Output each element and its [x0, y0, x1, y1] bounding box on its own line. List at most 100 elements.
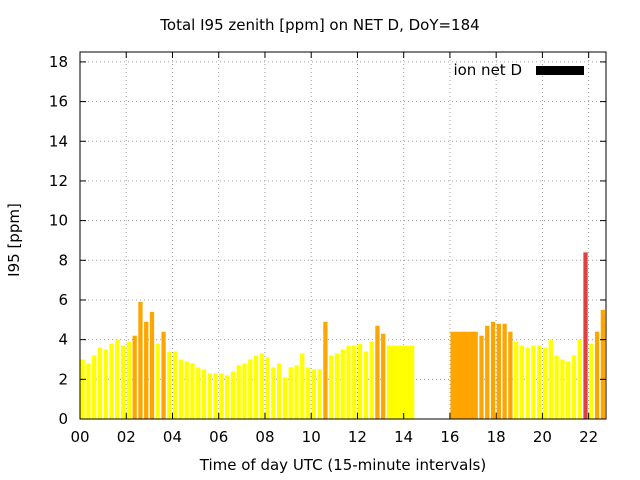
- x-tick-label: 14: [394, 428, 413, 446]
- bar: [277, 363, 282, 419]
- bar: [282, 377, 288, 419]
- bar: [259, 353, 264, 419]
- bar: [317, 369, 322, 419]
- x-tick-label: 00: [70, 428, 89, 446]
- bar: [288, 367, 293, 419]
- y-tick-label: 18: [49, 53, 68, 71]
- bar: [369, 341, 374, 419]
- bar: [305, 367, 311, 419]
- bar: [381, 333, 386, 419]
- bar: [485, 325, 490, 419]
- bar: [294, 365, 299, 419]
- x-tick-label: 12: [348, 428, 367, 446]
- bar: [167, 351, 172, 419]
- bar: [213, 373, 218, 419]
- bar: [589, 343, 594, 419]
- bar: [271, 367, 276, 419]
- bar: [138, 301, 143, 419]
- y-tick-label: 6: [58, 291, 68, 309]
- bar: [230, 371, 236, 419]
- y-tick-label: 8: [58, 251, 68, 269]
- x-tick-label: 08: [255, 428, 274, 446]
- bar: [329, 355, 334, 419]
- bar: [340, 349, 345, 419]
- bar: [577, 339, 582, 419]
- bar: [311, 369, 316, 419]
- bar: [375, 325, 380, 419]
- bar: [525, 347, 530, 419]
- bar: [346, 345, 351, 419]
- bar: [502, 323, 507, 419]
- bar: [571, 355, 577, 419]
- y-tick-label: 12: [49, 172, 68, 190]
- x-tick-label: 22: [579, 428, 598, 446]
- x-tick-label: 04: [163, 428, 182, 446]
- bar: [80, 359, 85, 419]
- bar: [248, 359, 253, 419]
- chart-title: Total I95 zenith [ppm] on NET D, DoY=184: [160, 16, 480, 34]
- y-tick-label: 4: [58, 331, 68, 349]
- bar: [253, 355, 259, 419]
- bar: [300, 353, 305, 419]
- bar: [225, 375, 230, 419]
- y-tick-label: 14: [49, 132, 68, 150]
- bar: [519, 345, 525, 419]
- plot-border: [79, 51, 607, 420]
- bar: [554, 355, 559, 419]
- bar: [132, 335, 137, 419]
- bar: [97, 347, 103, 419]
- y-tick-label: 10: [49, 212, 68, 230]
- bar: [109, 343, 114, 419]
- legend-label: ion net D: [453, 61, 522, 79]
- bar: [479, 335, 484, 419]
- y-tick-label: 2: [58, 370, 68, 388]
- bar: [196, 367, 201, 419]
- bar: [172, 351, 178, 419]
- bar: [161, 331, 166, 419]
- bar: [508, 331, 513, 419]
- bar: [236, 365, 241, 419]
- bar: [531, 345, 536, 419]
- bar: [594, 331, 600, 419]
- bar: [92, 355, 97, 419]
- bar: [548, 339, 553, 419]
- bar: [334, 353, 340, 419]
- x-tick-label: 16: [440, 428, 459, 446]
- bar: [450, 331, 478, 419]
- x-tick-label: 18: [487, 428, 506, 446]
- x-axis-label: Time of day UTC (15-minute intervals): [199, 456, 487, 474]
- bar: [178, 359, 184, 419]
- x-tick-label: 06: [209, 428, 228, 446]
- bar: [386, 345, 415, 419]
- y-tick-label: 0: [58, 410, 68, 428]
- x-tick-label: 10: [302, 428, 321, 446]
- bar: [120, 345, 126, 419]
- bar: [242, 363, 247, 419]
- x-tick-label: 20: [533, 428, 552, 446]
- bar: [144, 321, 149, 419]
- bar: [201, 369, 207, 419]
- bar: [265, 357, 270, 419]
- bar: [155, 343, 160, 419]
- bar: [583, 252, 588, 419]
- bar: [514, 341, 519, 419]
- bar: [219, 373, 224, 419]
- bar: [600, 309, 605, 419]
- bar: [363, 351, 369, 419]
- bar: [496, 323, 501, 419]
- bar: [207, 373, 212, 419]
- bar: [542, 347, 548, 419]
- bar: [537, 345, 542, 419]
- bar: [86, 363, 91, 419]
- bar: [323, 321, 328, 419]
- bar: [566, 361, 571, 419]
- bar: [560, 359, 565, 419]
- bar: [184, 361, 189, 419]
- bar: [149, 311, 155, 419]
- bar: [126, 341, 132, 419]
- bar: [357, 343, 363, 419]
- legend-swatch: [536, 66, 584, 75]
- bar: [103, 349, 108, 419]
